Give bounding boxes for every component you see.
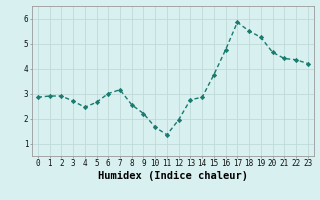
X-axis label: Humidex (Indice chaleur): Humidex (Indice chaleur) bbox=[98, 171, 248, 181]
